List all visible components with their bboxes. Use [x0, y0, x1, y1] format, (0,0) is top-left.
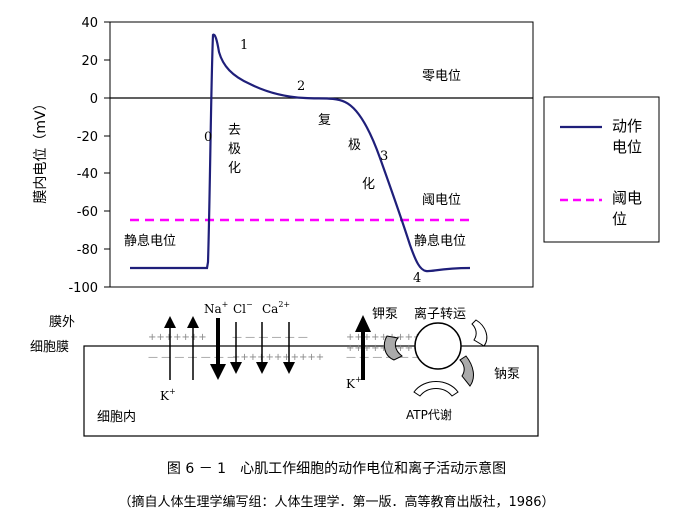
- action-potential-figure: 40 20 0 -20 -40 -60 -80 -100 膜内电位（mV） 0 …: [30, 16, 660, 437]
- ca-ion-label: Ca2+: [262, 300, 290, 316]
- inside-label: 细胞内: [97, 409, 136, 425]
- ion-transport-label: 离子转运: [414, 306, 466, 322]
- atp-label: ATP代谢: [406, 407, 452, 422]
- repolarization-char: 化: [362, 177, 375, 192]
- phase-label-4: 4: [413, 271, 421, 286]
- na-influx-arrow: [210, 318, 226, 380]
- y-tick-label: -20: [77, 130, 98, 145]
- legend-action-label: 动作: [612, 117, 642, 135]
- depolarization-char: 化: [228, 161, 241, 176]
- ion-pump-circle: [414, 322, 462, 370]
- legend: 动作 电位 阈电 位: [543, 96, 660, 243]
- na-pump-symbol: [471, 319, 488, 347]
- y-tick-label: -60: [77, 205, 98, 220]
- y-tick-label: 0: [90, 92, 98, 107]
- y-tick-label: 40: [81, 16, 98, 31]
- na-ion-label: Na+: [204, 300, 228, 316]
- y-axis-label: 膜内电位（mV）: [33, 96, 49, 203]
- membrane-plus-marks: +++++++: [148, 332, 207, 343]
- resting-potential-label-right: 静息电位: [414, 233, 466, 249]
- k-pump-symbol: [383, 335, 403, 361]
- repolarization-char: 极: [348, 138, 361, 153]
- k-pump-label: 钾泵: [372, 307, 398, 322]
- y-axis-ticks: [104, 21, 110, 288]
- phase-label-1: 1: [240, 38, 248, 53]
- resting-potential-label-left: 静息电位: [124, 233, 176, 249]
- na-pump-label: 钠泵: [494, 367, 520, 382]
- phase-label-2: 2: [297, 79, 305, 94]
- k-pump-arrow: [355, 315, 371, 380]
- zero-potential-label: 零电位: [422, 69, 461, 84]
- figure-caption: 图 6 － 1 心肌工作细胞的动作电位和离子活动示意图: [166, 461, 507, 477]
- y-tick-label: -40: [77, 167, 98, 182]
- cl-ion-label: Cl−: [233, 300, 253, 316]
- k-ion-label: K+: [346, 375, 362, 391]
- outside-label: 膜外: [49, 315, 75, 330]
- membrane-label: 细胞膜: [30, 340, 69, 355]
- figure-source: （摘自人体生理学编写组：人体生理学．第一版．高等教育出版社，1986）: [118, 495, 555, 510]
- y-tick-label: -80: [77, 243, 98, 258]
- repolarization-char: 复: [318, 113, 331, 128]
- cell-diagram: 膜外 细胞膜 细胞内 +++++++ — — — — — — — — — — —…: [30, 300, 539, 437]
- y-tick-label: -100: [68, 281, 98, 296]
- membrane-plus-marks: +++++++++++++: [346, 332, 455, 343]
- threshold-potential-label: 阈电位: [422, 193, 461, 208]
- phase-label-0: 0: [204, 130, 212, 145]
- depolarization-char: 极: [228, 142, 241, 157]
- legend-threshold-label: 阈电: [612, 189, 642, 207]
- depolarization-char: 去: [228, 123, 241, 138]
- atp-cycle-arrow: [413, 381, 459, 397]
- legend-threshold-label: 位: [612, 210, 627, 228]
- action-potential-curve: [130, 33, 471, 273]
- y-tick-label: 20: [81, 54, 98, 69]
- k-ion-label: K+: [160, 387, 176, 403]
- phase-label-3: 3: [380, 149, 388, 164]
- membrane-minus-marks: — — — — — —: [232, 332, 308, 343]
- legend-action-label: 电位: [612, 138, 642, 156]
- membrane-plus-marks: +++++++++++: [232, 352, 324, 363]
- plot-frame: [109, 21, 534, 288]
- na-pump-symbol: [459, 355, 474, 387]
